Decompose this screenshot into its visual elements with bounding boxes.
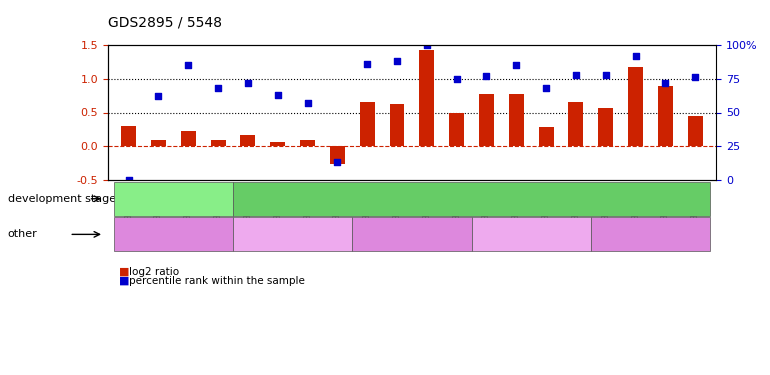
Text: 5 cm stem: 5 cm stem bbox=[144, 194, 203, 204]
Text: 10 cm stem: 10 cm stem bbox=[439, 194, 504, 204]
Bar bbox=[181, 131, 196, 146]
Bar bbox=[628, 67, 643, 146]
Text: 7 - 9 cm section: 7 - 9 cm section bbox=[609, 230, 692, 239]
Bar bbox=[151, 140, 166, 146]
Point bbox=[391, 58, 403, 64]
Point bbox=[242, 80, 254, 86]
Bar bbox=[598, 108, 613, 146]
Point bbox=[689, 74, 701, 80]
Bar bbox=[360, 102, 375, 146]
Point bbox=[540, 85, 552, 91]
Bar bbox=[688, 116, 703, 146]
Bar bbox=[539, 128, 554, 146]
Bar bbox=[330, 146, 345, 165]
Text: development stage: development stage bbox=[8, 194, 115, 204]
Point bbox=[659, 80, 671, 86]
Text: 3 - 5 cm section: 3 - 5 cm section bbox=[370, 230, 454, 239]
Point bbox=[182, 62, 195, 68]
Point bbox=[212, 85, 224, 91]
Text: other: other bbox=[8, 230, 38, 239]
Bar bbox=[390, 104, 404, 146]
Point bbox=[570, 72, 582, 78]
Bar bbox=[449, 112, 464, 146]
Point bbox=[331, 159, 343, 165]
Text: ■: ■ bbox=[119, 267, 130, 277]
Bar bbox=[270, 141, 285, 146]
Text: log2 ratio: log2 ratio bbox=[129, 267, 179, 277]
Point bbox=[361, 61, 373, 67]
Bar bbox=[568, 102, 584, 146]
Bar bbox=[300, 140, 315, 146]
Point bbox=[272, 92, 284, 98]
Bar bbox=[509, 94, 524, 146]
Point bbox=[480, 73, 493, 79]
Bar bbox=[240, 135, 256, 146]
Point bbox=[122, 177, 135, 183]
Text: 2 - 4 cm section: 2 - 4 cm section bbox=[132, 230, 215, 239]
Text: 5 - 7 cm section: 5 - 7 cm section bbox=[490, 230, 573, 239]
Point bbox=[152, 93, 165, 99]
Bar bbox=[420, 50, 434, 146]
Text: ■: ■ bbox=[119, 276, 130, 285]
Bar bbox=[479, 94, 494, 146]
Text: GDS2895 / 5548: GDS2895 / 5548 bbox=[108, 16, 222, 30]
Point bbox=[629, 53, 641, 59]
Bar bbox=[121, 126, 136, 146]
Point bbox=[450, 76, 463, 82]
Point bbox=[600, 72, 612, 78]
Bar bbox=[211, 140, 226, 146]
Point bbox=[301, 100, 313, 106]
Point bbox=[511, 62, 523, 68]
Bar bbox=[658, 86, 673, 146]
Text: percentile rank within the sample: percentile rank within the sample bbox=[129, 276, 305, 285]
Point bbox=[420, 42, 433, 48]
Text: 0 - 3 cm section: 0 - 3 cm section bbox=[251, 230, 334, 239]
